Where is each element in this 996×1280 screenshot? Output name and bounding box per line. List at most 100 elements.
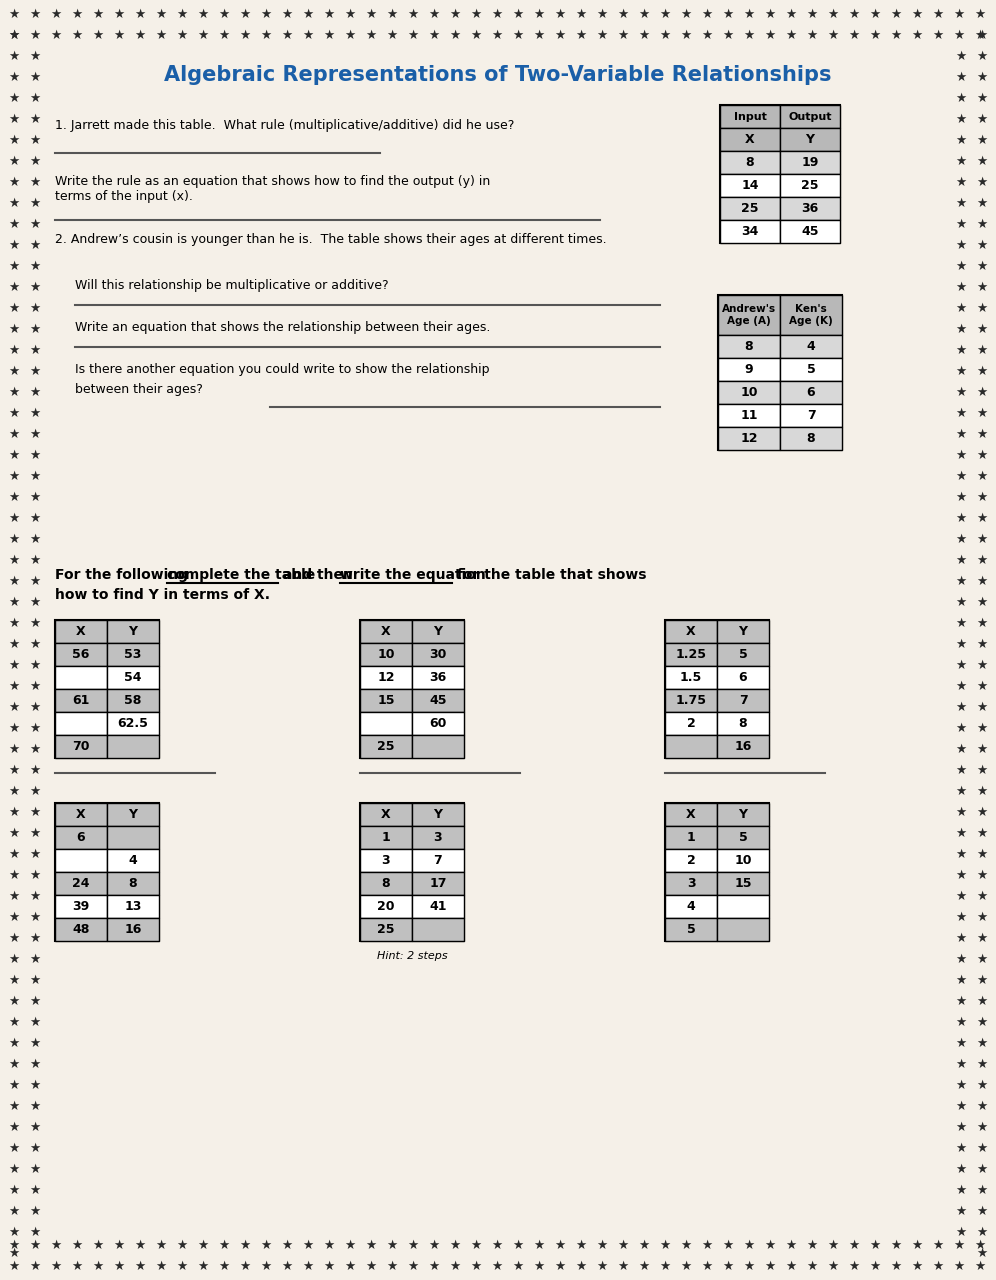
Text: 25: 25 <box>377 740 394 753</box>
Text: ★: ★ <box>976 637 988 650</box>
Text: Will this relationship be multiplicative or additive?: Will this relationship be multiplicative… <box>75 279 388 292</box>
Bar <box>360 826 412 849</box>
Bar <box>55 872 107 895</box>
Text: ★: ★ <box>555 8 566 20</box>
Text: ★: ★ <box>8 974 20 987</box>
Text: ★: ★ <box>722 28 734 41</box>
Bar <box>780 335 842 358</box>
Text: ★: ★ <box>176 28 187 41</box>
Text: ★: ★ <box>743 8 755 20</box>
Text: ★: ★ <box>29 1142 41 1155</box>
Text: ★: ★ <box>955 428 967 440</box>
Text: ★: ★ <box>8 302 20 315</box>
Bar <box>412 735 464 758</box>
Text: ★: ★ <box>29 448 41 462</box>
Text: ★: ★ <box>29 910 41 923</box>
Text: ★: ★ <box>8 470 20 483</box>
Text: ★: ★ <box>29 302 41 315</box>
Text: ★: ★ <box>976 910 988 923</box>
Text: 7: 7 <box>433 854 442 867</box>
Text: ★: ★ <box>659 1260 670 1272</box>
Bar <box>780 197 840 220</box>
Bar <box>720 151 780 174</box>
Text: ★: ★ <box>955 218 967 230</box>
Text: ★: ★ <box>8 785 20 797</box>
Text: ★: ★ <box>303 28 314 41</box>
Text: ★: ★ <box>134 28 145 41</box>
Text: ★: ★ <box>93 1239 104 1252</box>
Bar <box>55 803 159 941</box>
Text: Algebraic Representations of Two-Variable Relationships: Algebraic Representations of Two-Variabl… <box>164 65 832 84</box>
Bar <box>55 620 159 758</box>
Bar <box>665 643 717 666</box>
Text: ★: ★ <box>260 1260 272 1272</box>
Text: ★: ★ <box>955 575 967 588</box>
Text: ★: ★ <box>93 8 104 20</box>
Text: ★: ★ <box>29 1162 41 1175</box>
Bar <box>360 643 412 666</box>
Bar <box>717 826 769 849</box>
Text: ★: ★ <box>72 8 83 20</box>
Text: ★: ★ <box>8 890 20 902</box>
Bar <box>665 735 717 758</box>
Bar <box>360 872 412 895</box>
Text: 45: 45 <box>801 225 819 238</box>
Bar <box>55 689 107 712</box>
Text: 34: 34 <box>741 225 759 238</box>
Text: ★: ★ <box>449 28 460 41</box>
Text: ★: ★ <box>29 1015 41 1029</box>
Text: ★: ★ <box>197 1239 208 1252</box>
Text: 10: 10 <box>377 648 394 660</box>
Text: ★: ★ <box>976 197 988 210</box>
Text: ★: ★ <box>218 28 230 41</box>
Text: ★: ★ <box>955 595 967 608</box>
Text: ★: ★ <box>449 1260 460 1272</box>
Text: ★: ★ <box>597 1239 608 1252</box>
Text: Y: Y <box>738 625 748 637</box>
Text: 1.5: 1.5 <box>680 671 702 684</box>
Text: ★: ★ <box>29 680 41 692</box>
Text: ★: ★ <box>29 785 41 797</box>
Text: ★: ★ <box>8 28 20 41</box>
Text: ★: ★ <box>93 1260 104 1272</box>
Text: 15: 15 <box>734 877 752 890</box>
Text: ★: ★ <box>955 952 967 965</box>
Text: 25: 25 <box>741 202 759 215</box>
Text: 48: 48 <box>73 923 90 936</box>
Bar <box>665 849 717 872</box>
Text: ★: ★ <box>680 28 691 41</box>
Bar <box>360 689 412 712</box>
Text: 2. Andrew’s cousin is younger than he is.  The table shows their ages at differe: 2. Andrew’s cousin is younger than he is… <box>55 233 607 247</box>
Text: ★: ★ <box>870 28 880 41</box>
Text: ★: ★ <box>176 1260 187 1272</box>
Bar <box>360 666 412 689</box>
Bar <box>107 643 159 666</box>
Text: ★: ★ <box>324 1239 335 1252</box>
Text: 8: 8 <box>128 877 137 890</box>
Text: 9: 9 <box>745 364 753 376</box>
Text: 25: 25 <box>801 179 819 192</box>
Text: ★: ★ <box>8 280 20 293</box>
Text: ★: ★ <box>29 1204 41 1217</box>
Text: ★: ★ <box>218 1239 230 1252</box>
Text: ★: ★ <box>849 28 860 41</box>
Text: ★: ★ <box>8 50 20 63</box>
Text: ★: ★ <box>976 490 988 503</box>
Text: ★: ★ <box>974 1260 986 1272</box>
Text: ★: ★ <box>555 28 566 41</box>
Text: ★: ★ <box>955 1204 967 1217</box>
Text: ★: ★ <box>701 8 712 20</box>
Text: ★: ★ <box>260 28 272 41</box>
Text: ★: ★ <box>955 280 967 293</box>
Text: 1.25: 1.25 <box>675 648 706 660</box>
Text: Ken's
Age (K): Ken's Age (K) <box>789 305 833 326</box>
Text: 8: 8 <box>381 877 390 890</box>
Text: ★: ★ <box>534 1239 545 1252</box>
Text: ★: ★ <box>29 470 41 483</box>
Bar <box>780 381 842 404</box>
Text: ★: ★ <box>618 8 628 20</box>
Text: ★: ★ <box>911 8 922 20</box>
Bar <box>412 803 464 826</box>
Text: ★: ★ <box>239 1260 251 1272</box>
Text: ★: ★ <box>955 785 967 797</box>
